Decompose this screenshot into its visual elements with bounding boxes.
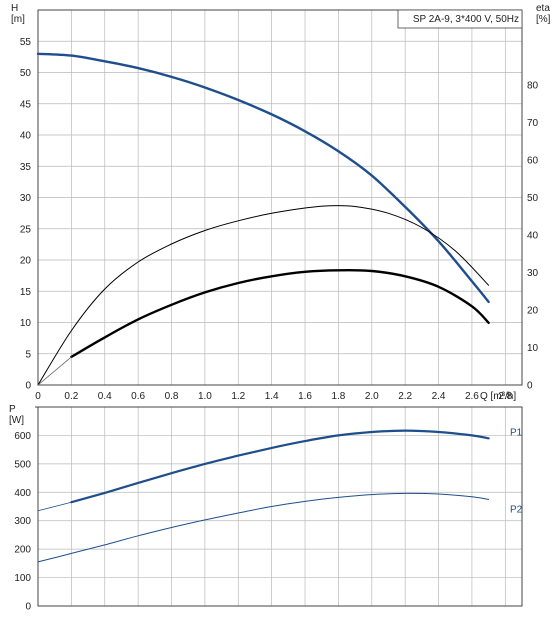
y-right-tick-label: 50 xyxy=(527,193,539,204)
power-panel-tick-labels: 0 100 200 300 400 500 600 xyxy=(14,431,31,613)
x-tick-label: 1.6 xyxy=(298,391,312,402)
y-right-tick-label: 40 xyxy=(527,231,539,242)
x-tick-label: 0.8 xyxy=(165,391,179,402)
y-right-tick-label: 10 xyxy=(527,343,539,354)
y-tick-label: 100 xyxy=(14,573,31,584)
y-tick-label: 40 xyxy=(20,131,32,142)
x-tick-label: 1.4 xyxy=(265,391,279,402)
y-tick-label: 500 xyxy=(14,459,31,470)
x-tick-label: 0 xyxy=(35,391,41,402)
y-tick-label: 0 xyxy=(25,381,31,392)
p1-power-curve xyxy=(70,429,490,504)
y-right-tick-label: 0 xyxy=(527,381,533,392)
y-right-tick-label: 30 xyxy=(527,268,539,279)
head-panel-tick-labels: 0 0.2 0.4 0.6 0.8 1.0 1.2 1.4 1.6 1.8 2.0 2.2 2.4 2.6… xyxy=(20,37,539,402)
x-tick-label: 1.0 xyxy=(198,391,212,402)
y-tick-label: 30 xyxy=(20,193,32,204)
x-tick-label: 0.6 xyxy=(131,391,145,402)
power-panel-grid xyxy=(35,406,522,607)
y-tick-label: 20 xyxy=(20,256,32,267)
p2-power-curve xyxy=(37,492,490,563)
head-efficiency-series xyxy=(36,52,490,386)
p1-extrapolation-line xyxy=(37,501,72,512)
power-series: P1 P2 xyxy=(37,427,523,563)
head-panel-frame xyxy=(37,9,523,386)
y-tick-label: 50 xyxy=(20,68,32,79)
y-right-tick-label: 60 xyxy=(527,156,539,167)
x-tick-label: 2.2 xyxy=(398,391,412,402)
y-tick-label: 15 xyxy=(20,287,32,298)
series-legend-label: P1 xyxy=(510,427,523,438)
y-right-tick-label: 20 xyxy=(527,306,539,317)
y-tick-label: 300 xyxy=(14,516,31,527)
y-tick-label: 10 xyxy=(20,318,32,329)
x-tick-label: 1.8 xyxy=(331,391,345,402)
x-tick-label: 1.2 xyxy=(231,391,245,402)
chart-title-frame xyxy=(397,9,523,29)
y-tick-label: 35 xyxy=(20,162,32,173)
x-tick-label: 0.2 xyxy=(64,391,78,402)
y-tick-label: 25 xyxy=(20,224,32,235)
efficiency-curve-thin xyxy=(37,205,490,386)
y-tick-label: 400 xyxy=(14,488,31,499)
x-tick-label: 2.6 xyxy=(465,391,479,402)
efficiency-curve-thick xyxy=(70,268,490,359)
y-tick-label: 200 xyxy=(14,545,31,556)
power-panel-frame xyxy=(37,406,523,607)
axis-labels: H [m] eta [%] P [W] Q [m³/h] xyxy=(9,3,551,426)
y-right-tick-label: 80 xyxy=(527,81,539,92)
x-tick-label: 2.4 xyxy=(432,391,446,402)
x-tick-label: 2.0 xyxy=(365,391,379,402)
y-tick-label: 45 xyxy=(20,99,32,110)
x-tick-label: 0.4 xyxy=(98,391,112,402)
chart-title: SP 2A-9, 3*400 V, 50Hz xyxy=(413,14,519,25)
x-tick-label: 2.8 xyxy=(498,391,512,402)
y-right-tick-label: 70 xyxy=(527,118,539,129)
y-tick-label: 600 xyxy=(14,431,31,442)
y-tick-label: 5 xyxy=(25,349,31,360)
efficiency-extrapolation-line xyxy=(37,356,72,386)
y-tick-label: 0 xyxy=(25,602,31,613)
head-panel-grid xyxy=(37,10,522,386)
head-axis-label: H [m] xyxy=(11,3,25,25)
head-curve xyxy=(36,52,490,304)
efficiency-axis-label: eta [%] xyxy=(536,3,551,25)
y-tick-label: 55 xyxy=(20,37,32,48)
series-legend-label: P2 xyxy=(510,504,523,515)
flow-axis-label: Q [m³/h] xyxy=(480,391,516,402)
chart-title-box: SP 2A-9, 3*400 V, 50Hz xyxy=(397,9,523,29)
power-axis-label: P [W] xyxy=(9,404,24,426)
